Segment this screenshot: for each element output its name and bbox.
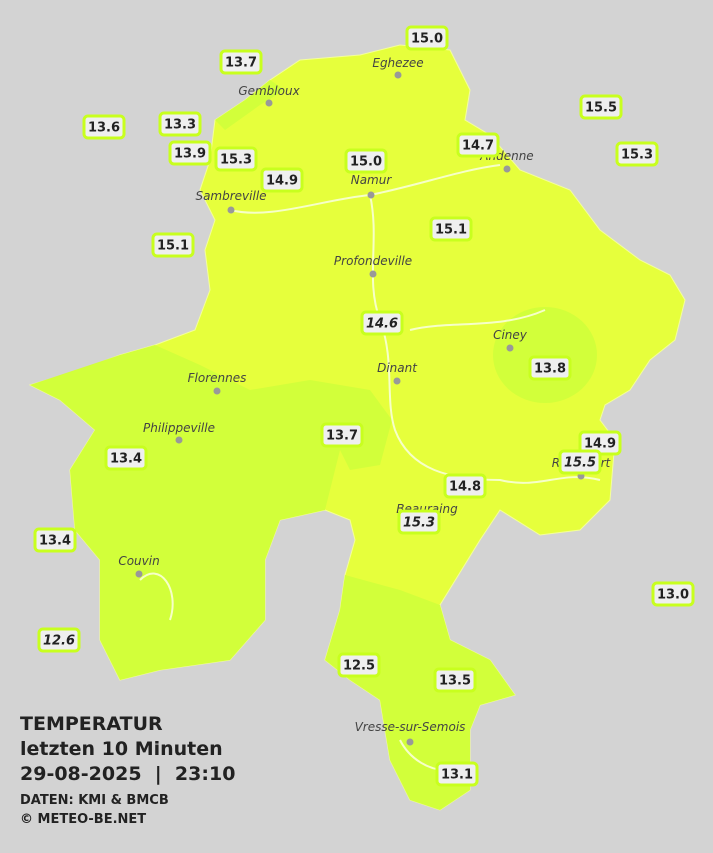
station-box <box>360 310 404 336</box>
city-label: Eghezee <box>372 56 423 70</box>
city-dot <box>369 270 377 278</box>
station-value: 13.0 <box>657 588 689 603</box>
city-label: Couvin <box>118 554 159 568</box>
station-value: 13.4 <box>39 534 71 549</box>
city-dot <box>213 387 221 395</box>
city-dot <box>503 165 511 173</box>
cooler-area <box>325 575 515 810</box>
station-value: 13.6 <box>88 121 120 136</box>
station-value: 13.4 <box>110 452 142 467</box>
city-dot <box>367 191 375 199</box>
city-dot <box>175 436 183 444</box>
station-box <box>337 652 381 678</box>
station-box <box>260 167 304 193</box>
station-value: 14.9 <box>584 437 616 452</box>
cooler-area <box>493 307 597 403</box>
station-value: 15.3 <box>403 516 435 531</box>
station-value: 15.1 <box>157 239 189 254</box>
station-box <box>651 581 695 607</box>
station-value: 13.7 <box>225 56 257 71</box>
station-box <box>579 94 623 120</box>
city-label: Philippeville <box>143 421 215 435</box>
station-value: 14.6 <box>366 317 398 332</box>
city-label: Vresse-sur-Semois <box>355 720 466 734</box>
stations: 15.0 13.7 15.5 13.6 13.3 13.9 15.3 14.9 15.0 14.7… <box>33 25 695 787</box>
station-value: 15.5 <box>585 101 617 116</box>
station-value: 13.7 <box>326 429 358 444</box>
station-box <box>615 141 659 167</box>
station-value: 12.5 <box>343 659 375 674</box>
legend-credit: © METEO-BE.NET <box>20 812 146 827</box>
station-box <box>405 25 449 51</box>
cooler-area <box>30 345 392 680</box>
station-value: 13.3 <box>164 118 196 133</box>
legend-subtitle: letzten 10 Minuten <box>20 738 223 760</box>
city-label: Profondeville <box>334 254 412 268</box>
station-box <box>219 49 263 75</box>
station-box <box>168 140 212 166</box>
city-label: Gembloux <box>238 84 300 98</box>
city-label: Ciney <box>493 328 528 342</box>
station-box <box>397 509 441 535</box>
station-value: 14.9 <box>266 174 298 189</box>
legend-timestamp: 29-08-2025 | 23:10 <box>20 763 235 785</box>
station-value: 13.9 <box>174 147 206 162</box>
station-value: 15.5 <box>564 456 596 471</box>
station-value: 13.1 <box>441 768 473 783</box>
cooler-area <box>215 80 285 130</box>
station-box <box>214 146 258 172</box>
station-box <box>435 761 479 787</box>
station-box <box>33 527 77 553</box>
station-box <box>104 445 148 471</box>
station-box <box>558 449 602 475</box>
station-value: 15.3 <box>621 148 653 163</box>
city-dot <box>393 377 401 385</box>
station-box <box>151 232 195 258</box>
station-box <box>37 627 81 653</box>
city-label: Namur <box>351 173 393 187</box>
station-box <box>443 473 487 499</box>
station-box <box>528 355 572 381</box>
city-dot <box>135 570 143 578</box>
station-value: 14.8 <box>449 480 481 495</box>
city-dot <box>227 206 235 214</box>
station-value: 14.7 <box>462 139 494 154</box>
station-box <box>82 114 126 140</box>
legend-credit: DATEN: KMI & BMCB <box>20 793 169 808</box>
city-label: Florennes <box>188 371 247 385</box>
city-label: Dinant <box>377 361 418 375</box>
city-dot <box>406 738 414 746</box>
city-dot <box>506 344 514 352</box>
station-value: 15.1 <box>435 223 467 238</box>
station-box <box>158 111 202 137</box>
station-box <box>429 216 473 242</box>
station-value: 15.3 <box>220 153 252 168</box>
city-dot <box>394 71 402 79</box>
station-box <box>344 148 388 174</box>
legend-title: TEMPERATUR <box>20 713 163 735</box>
station-value: 13.5 <box>439 674 471 689</box>
city-label: Sambreville <box>195 189 266 203</box>
station-value: 13.8 <box>534 362 566 377</box>
city-dot <box>265 99 273 107</box>
station-box <box>320 422 364 448</box>
station-value: 15.0 <box>350 155 382 170</box>
station-value: 15.0 <box>411 32 443 47</box>
station-value: 12.6 <box>43 634 75 649</box>
station-box <box>433 667 477 693</box>
station-box <box>456 132 500 158</box>
